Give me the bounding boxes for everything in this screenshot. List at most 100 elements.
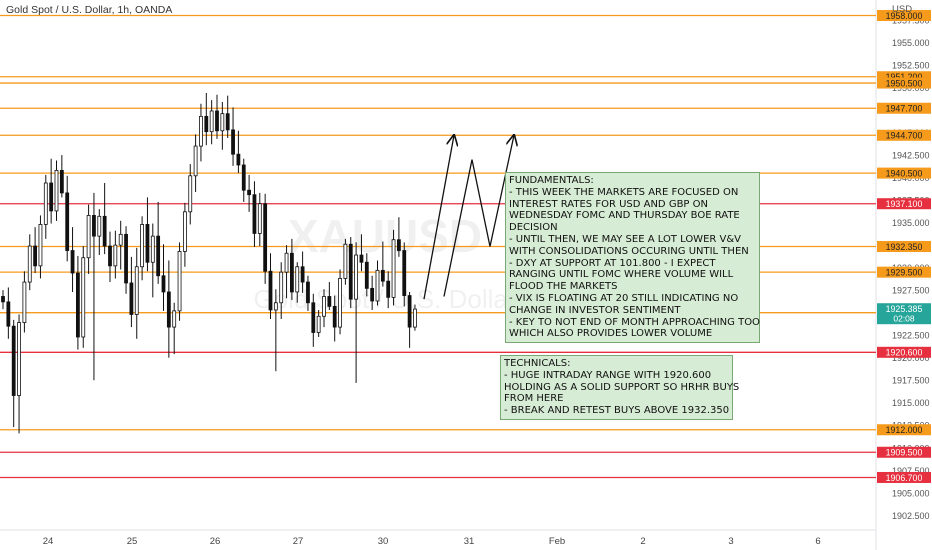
candle [295,262,300,303]
candle [124,226,128,294]
candle [311,293,316,347]
candle [1,290,5,310]
candle [322,289,326,328]
candle [380,241,385,287]
candle [289,238,294,301]
level-price-label: 1947.700 [886,104,923,114]
candle-body [199,115,203,147]
candle [43,174,48,239]
candle [273,289,278,372]
candle-body [215,110,219,132]
candle-body [124,233,128,284]
candle [129,256,134,328]
x-tick-label: 2 [640,536,645,547]
level-price-label: 1950.500 [886,78,923,88]
candle [263,193,268,284]
fundamentals-note[interactable]: FUNDAMENTALS: - THIS WEEK THE MARKETS AR… [505,172,760,344]
candle-body [327,296,332,307]
y-tick-label: 1952.500 [892,61,930,71]
candle [402,242,407,307]
level-price-tag [877,71,931,83]
candle-body [166,291,171,328]
candle-body [65,192,70,251]
candle [172,302,177,355]
candle [268,253,273,319]
candle [11,319,16,428]
currency-unit: USD [892,4,913,15]
level-price-tag [877,424,931,436]
candle-body [193,145,198,177]
candle-body [268,270,273,311]
candle [375,260,380,306]
candle-body [129,282,134,315]
candle [150,223,155,298]
candle [134,247,139,339]
y-tick-label: 1902.500 [892,511,930,521]
candle-body [257,203,262,234]
candle [338,269,342,335]
candle [76,255,80,350]
candle [348,237,353,309]
y-tick-label: 1922.500 [892,331,930,341]
candle-body [70,250,75,274]
candle [140,216,145,281]
level-price-label: 1929.500 [886,267,923,277]
candle-body [54,169,59,212]
x-tick-label: Feb [549,536,565,547]
candle [252,181,257,247]
candle [193,134,198,193]
y-tick-label: 1917.500 [892,376,930,386]
candle [86,204,91,274]
candle [225,95,230,138]
level-price-tag [877,77,931,89]
level-price-tag [877,446,931,458]
candle [209,100,214,145]
candle-body [279,271,284,304]
y-tick-label: 1915.000 [892,398,930,408]
level-price-label: 1909.500 [886,448,923,458]
level-price-tag [877,346,931,358]
candle [199,103,203,162]
candle-body [343,243,348,279]
current-price-tag [877,303,931,325]
candle-body [316,315,321,333]
watermark-symbol: XAUUSD [288,210,482,262]
x-tick-label: 25 [127,536,138,547]
candle-body [220,113,225,132]
candle-body [86,215,91,259]
candle-body [407,295,412,328]
level-price-tag [877,198,931,210]
candle-body [102,215,107,247]
candle [220,101,225,150]
candle [215,94,219,139]
candle [59,155,64,198]
candle [177,242,182,321]
candle-body [263,203,268,272]
level-price-label: 1958.000 [886,11,923,21]
candle [33,227,37,274]
y-tick-label: 1942.500 [892,151,930,161]
candle [182,202,187,267]
candle-body [386,280,391,298]
candle [413,304,417,331]
candle [332,295,337,342]
candle-body [97,215,102,237]
candle [231,107,235,166]
candle [145,197,150,272]
technicals-note[interactable]: TECHNICALS: - HUGE INTRADAY RANGE WITH 1… [500,355,739,420]
candle [70,227,75,292]
candle-body [306,281,310,304]
candle-body [402,250,407,296]
level-price-tag [877,240,931,252]
candle [391,229,396,306]
projection-arrow [443,135,514,297]
countdown-label: 02:08 [893,314,915,324]
candle [316,309,321,337]
x-tick-label: 27 [293,536,304,547]
candle [284,245,289,299]
candle [27,234,32,291]
candle-body [289,252,294,293]
candle [327,282,332,310]
